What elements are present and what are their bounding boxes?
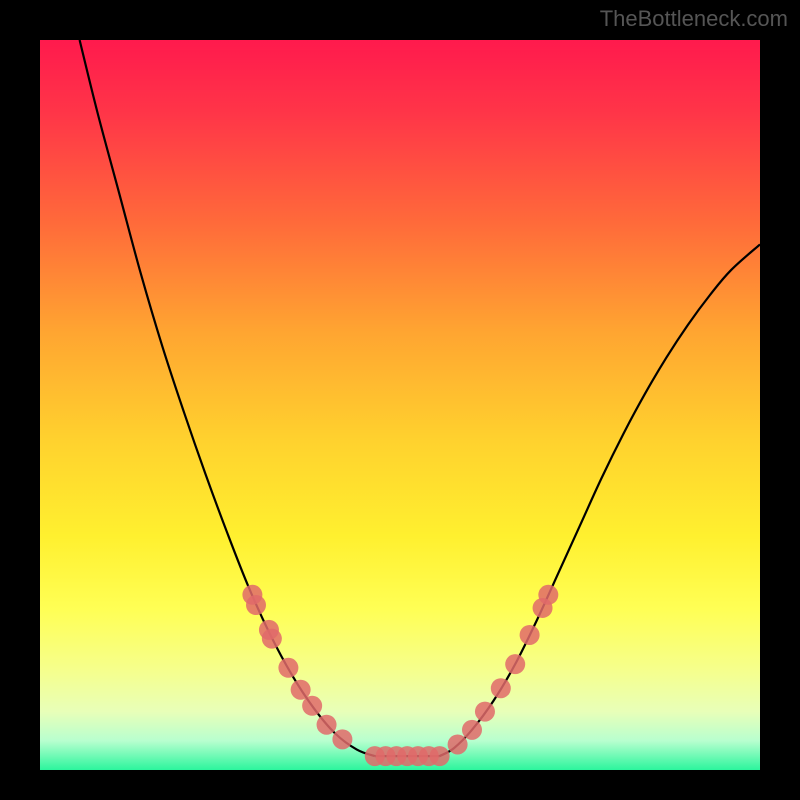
data-marker — [491, 678, 511, 698]
plot-area — [40, 40, 760, 770]
curve-left-branch — [80, 40, 375, 756]
data-marker — [246, 595, 266, 615]
data-marker — [448, 734, 468, 754]
data-marker — [332, 729, 352, 749]
watermark-text: TheBottleneck.com — [600, 6, 788, 32]
data-marker — [538, 585, 558, 605]
data-marker — [262, 629, 282, 649]
bottleneck-curve-chart — [40, 40, 760, 770]
data-marker — [291, 680, 311, 700]
data-marker — [302, 696, 322, 716]
data-marker — [278, 658, 298, 678]
data-marker — [475, 702, 495, 722]
data-marker — [505, 654, 525, 674]
curve-right-branch — [440, 244, 760, 756]
data-marker — [317, 715, 337, 735]
data-marker — [430, 746, 450, 766]
data-marker — [520, 625, 540, 645]
data-marker — [462, 720, 482, 740]
